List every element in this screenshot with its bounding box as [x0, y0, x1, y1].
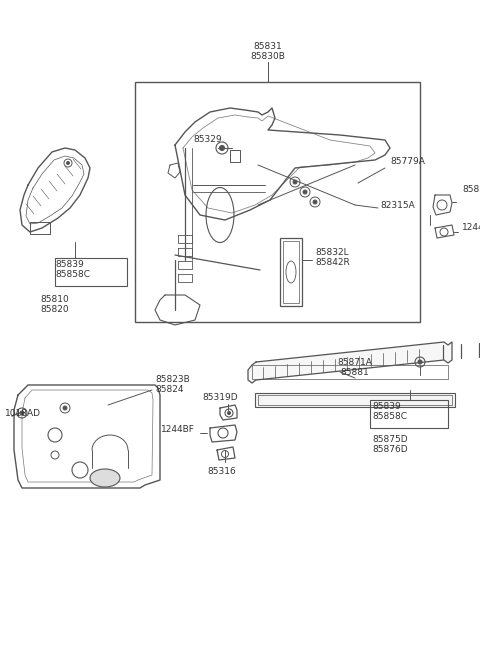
Circle shape	[303, 190, 307, 194]
Bar	[283, 241, 299, 303]
Bar	[30, 222, 50, 234]
Text: 1244BA: 1244BA	[462, 223, 480, 233]
Text: 85820: 85820	[41, 305, 69, 314]
Bar	[258, 395, 452, 405]
Text: 85839: 85839	[372, 402, 401, 411]
Text: 85881: 85881	[341, 368, 370, 377]
Text: 85832L: 85832L	[315, 248, 348, 257]
Bar	[280, 238, 302, 306]
Text: 85858C: 85858C	[372, 412, 407, 421]
Bar	[252, 365, 448, 379]
Text: 85837: 85837	[462, 185, 480, 195]
Text: 85823B: 85823B	[155, 375, 190, 384]
Text: 85875D: 85875D	[372, 435, 408, 444]
Circle shape	[313, 200, 317, 204]
Text: 85830B: 85830B	[251, 52, 286, 61]
Bar	[370, 400, 448, 428]
Text: 85316: 85316	[208, 467, 236, 476]
Text: 85839: 85839	[55, 260, 84, 269]
Text: 82315A: 82315A	[380, 200, 415, 210]
Text: 85824: 85824	[155, 385, 183, 394]
Polygon shape	[248, 342, 452, 383]
Bar	[55, 258, 127, 286]
Text: 85779A: 85779A	[390, 157, 425, 166]
Circle shape	[20, 411, 24, 415]
Circle shape	[67, 162, 70, 164]
Text: 85831: 85831	[253, 42, 282, 51]
Circle shape	[63, 406, 67, 410]
Text: 85871A: 85871A	[337, 358, 372, 367]
Circle shape	[418, 360, 422, 364]
Circle shape	[228, 411, 230, 415]
Text: 85842R: 85842R	[315, 258, 350, 267]
Circle shape	[219, 145, 225, 151]
Text: 1018AD: 1018AD	[5, 409, 41, 417]
Bar	[255, 393, 455, 407]
Text: 85876D: 85876D	[372, 445, 408, 454]
Text: 85319D: 85319D	[202, 393, 238, 402]
Text: 85329: 85329	[193, 136, 222, 145]
Text: 1244BF: 1244BF	[161, 426, 195, 434]
Text: 85858C: 85858C	[55, 270, 90, 279]
Circle shape	[293, 180, 297, 184]
Bar	[135, 82, 420, 322]
Text: 85810: 85810	[41, 295, 70, 304]
Ellipse shape	[90, 469, 120, 487]
